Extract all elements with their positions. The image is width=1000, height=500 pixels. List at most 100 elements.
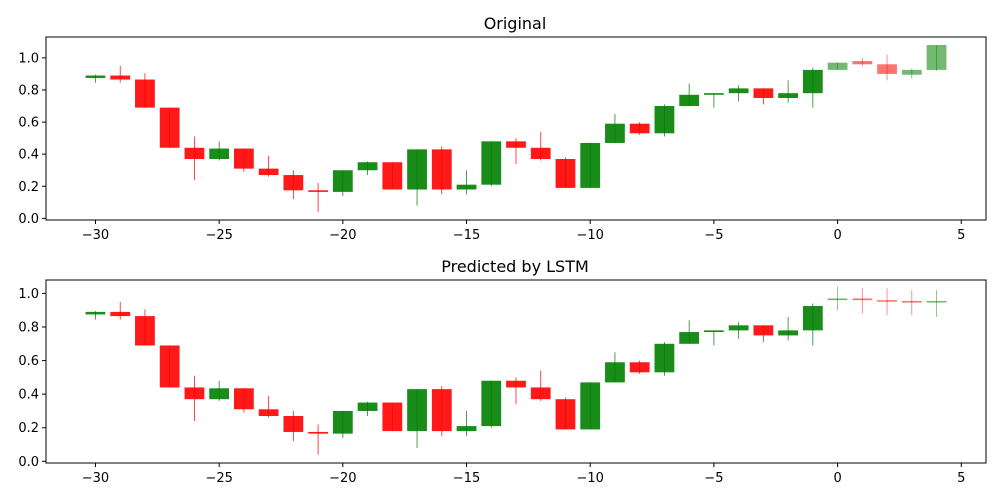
top-chart-candle xyxy=(827,62,848,70)
bottom-chart-candle xyxy=(308,424,328,455)
bottom-chart-candle xyxy=(877,288,897,316)
top-chart-candle-body xyxy=(283,175,304,191)
bottom-chart-candle xyxy=(827,286,848,311)
top-chart-y-tick-label: 1.0 xyxy=(18,51,39,66)
top-chart-candle xyxy=(704,93,724,108)
bottom-chart-candle xyxy=(629,360,650,375)
bottom-chart-candle-body xyxy=(85,311,106,315)
bottom-chart-candle-body xyxy=(704,330,724,333)
top-chart-candle-body xyxy=(332,170,353,192)
bottom-chart-candle-body xyxy=(629,362,650,373)
top-chart-candle-body xyxy=(258,168,279,176)
top-chart-candle-body xyxy=(926,45,947,70)
top-chart-candle xyxy=(110,65,131,83)
bottom-chart-x-tick-label: −5 xyxy=(704,471,723,486)
top-chart: Original 0.0 0.2 0.4 0.6 0.8 1.0 −30 −25 −20 −15… xyxy=(18,14,987,243)
bottom-chart-candle-body xyxy=(901,300,922,303)
top-chart-candle xyxy=(753,88,774,105)
top-chart-candle xyxy=(85,74,106,83)
bottom-chart-candle xyxy=(728,321,749,339)
bottom-chart-candle xyxy=(506,377,526,405)
bottom-chart-candle-body xyxy=(431,389,452,432)
top-chart-candle xyxy=(802,67,823,108)
bottom-chart-candle xyxy=(135,309,155,346)
top-chart-candle-body xyxy=(753,88,774,98)
top-chart-candle-body xyxy=(605,123,625,143)
top-chart-candle-body xyxy=(728,88,749,94)
bottom-chart-candle-body xyxy=(753,325,774,336)
bottom-chart-candle-body xyxy=(926,300,947,303)
top-chart-x-tick-label: −15 xyxy=(453,228,480,243)
bottom-chart-candle-body xyxy=(283,415,304,432)
bottom-chart-candle xyxy=(184,375,205,422)
top-chart-y-tick-label: 0.0 xyxy=(18,212,39,227)
bottom-chart-candle-body xyxy=(382,402,403,432)
bottom-chart-candle xyxy=(283,410,304,442)
bottom-chart-x-axis: −30 −25 −20 −15 −10 −5 0 5 xyxy=(82,463,965,486)
top-chart-candle xyxy=(778,80,798,103)
bottom-chart-candle xyxy=(679,320,700,344)
bottom-chart-candle-body xyxy=(456,426,477,432)
top-chart-candle-body xyxy=(85,75,106,78)
bottom-chart-candle xyxy=(332,410,353,438)
top-chart-candle xyxy=(679,83,700,107)
top-chart-candle xyxy=(481,141,502,187)
bottom-chart-candle-body xyxy=(332,410,353,434)
top-chart-frame xyxy=(45,36,987,221)
top-chart-candle-body xyxy=(209,148,230,159)
bottom-chart-y-tick-label: 0.4 xyxy=(18,388,39,403)
bottom-chart-candle-body xyxy=(234,388,254,410)
top-chart-candle-body xyxy=(580,142,601,188)
bottom-chart-candle xyxy=(159,345,180,388)
bottom-chart-candle xyxy=(926,290,947,317)
top-chart-candle-body xyxy=(407,149,427,190)
bottom-chart-candle xyxy=(852,288,873,314)
bottom-chart-x-tick-label: −30 xyxy=(82,471,109,486)
top-chart-candle xyxy=(234,148,254,172)
bottom-chart-candle-body xyxy=(827,298,848,301)
top-chart-candle-body xyxy=(530,147,551,159)
top-chart-candle xyxy=(555,157,576,188)
bottom-chart-y-tick-label: 1.0 xyxy=(18,287,39,302)
bottom-chart-candle-body xyxy=(802,306,823,331)
bottom-chart-x-tick-label: 5 xyxy=(957,471,965,486)
top-chart-candle xyxy=(332,170,353,196)
bottom-chart-candle-body xyxy=(679,332,700,344)
bottom-chart-x-tick-label: −10 xyxy=(576,471,603,486)
top-chart-candle-body xyxy=(234,148,254,169)
bottom-chart-x-tick-label: −25 xyxy=(205,471,232,486)
top-chart-x-tick-label: 5 xyxy=(957,228,965,243)
bottom-chart-y-tick-label: 0.6 xyxy=(18,354,39,369)
top-chart-x-axis: −30 −25 −20 −15 −10 −5 0 5 xyxy=(82,220,965,243)
bottom-chart-candle xyxy=(110,301,131,320)
top-chart-x-tick-label: −20 xyxy=(329,228,356,243)
top-chart-candle xyxy=(431,146,452,195)
top-chart-y-tick-label: 0.6 xyxy=(18,116,39,131)
top-chart-candle xyxy=(605,114,625,143)
top-chart-candle-body xyxy=(431,149,452,190)
top-chart-x-tick-label: −10 xyxy=(576,228,603,243)
bottom-chart-candle-body xyxy=(135,316,155,346)
top-chart-candle-body xyxy=(135,79,155,108)
bottom-chart-candle-body xyxy=(852,298,873,301)
bottom-chart-candle xyxy=(85,311,106,320)
bottom-chart-candle-body xyxy=(654,343,675,373)
top-chart-candle-body xyxy=(506,141,526,148)
top-chart-y-tick-label: 0.4 xyxy=(18,148,39,163)
bottom-chart-candle-body xyxy=(778,330,798,336)
bottom-chart-x-tick-label: −20 xyxy=(329,471,356,486)
bottom-chart-candle xyxy=(431,385,452,437)
bottom-chart-candle xyxy=(234,388,254,413)
bottom-chart-candle xyxy=(357,401,378,416)
top-chart-candle xyxy=(580,142,601,188)
bottom-chart-title: Predicted by LSTM xyxy=(441,257,589,276)
bottom-chart-candle-body xyxy=(530,387,551,400)
bottom-chart-candle xyxy=(704,330,724,346)
top-chart-x-tick-label: 0 xyxy=(833,228,841,243)
bottom-chart: Predicted by LSTM 0.0 0.2 0.4 0.6 0.8 1.0 −30… xyxy=(18,257,987,486)
top-chart-candle-body xyxy=(901,69,922,75)
bottom-chart-y-tick-label: 0.2 xyxy=(18,421,39,436)
top-chart-candle xyxy=(506,138,526,164)
bottom-chart-candles xyxy=(46,280,986,463)
